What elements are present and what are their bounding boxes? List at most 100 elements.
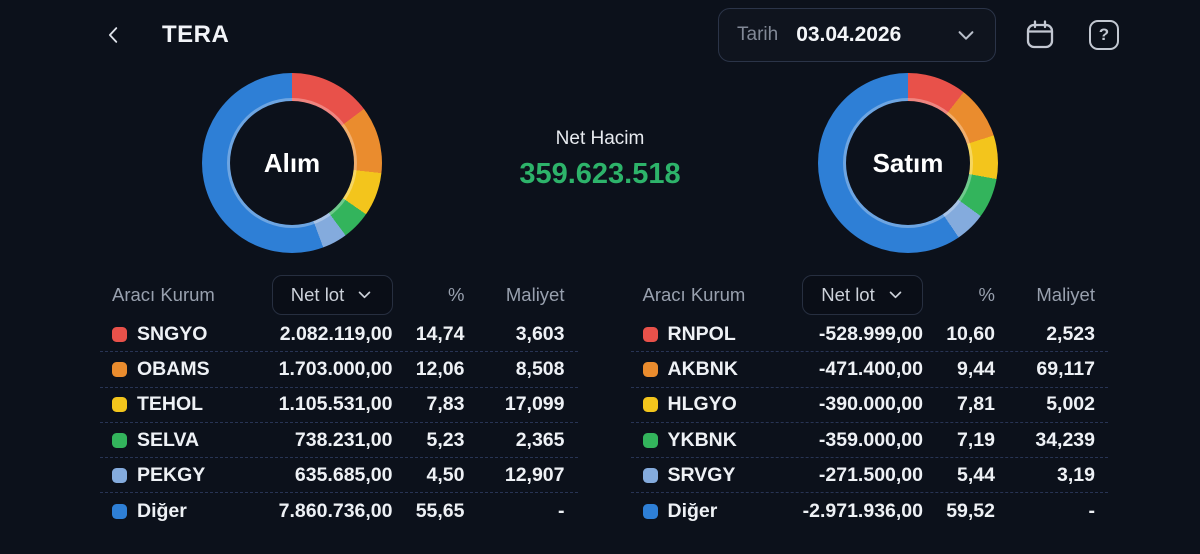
buy-table-header: Aracı Kurum Net lot % Maliyet <box>100 272 578 317</box>
top-bar: TERA Tarih 03.04.2026 ? <box>0 0 1200 70</box>
calendar-button[interactable] <box>1022 17 1058 53</box>
help-button[interactable]: ? <box>1086 17 1122 53</box>
buy-table: Aracı Kurum Net lot % Maliyet SNGYO 2.08… <box>100 272 578 529</box>
net-lot-value: -2.971.936,00 <box>802 499 923 522</box>
broker-column-header: Aracı Kurum <box>642 283 746 305</box>
net-lot-value: 1.703.000,00 <box>278 357 393 380</box>
buy-donut-hole: Alım <box>230 101 354 225</box>
cost-column-header: Maliyet <box>505 283 565 305</box>
series-color-swatch <box>112 397 127 413</box>
table-row[interactable]: SELVA 738.231,00 5,23 2,365 <box>100 423 578 459</box>
net-lot-value: 1.105.531,00 <box>278 393 393 416</box>
net-lot-value: 738.231,00 <box>294 428 393 451</box>
percent-value: 9,44 <box>957 357 995 380</box>
symbol-label: Diğer <box>137 499 187 522</box>
symbol-label: SNGYO <box>137 322 208 345</box>
cost-value: 69,117 <box>1036 357 1095 380</box>
net-lot-value: -359.000,00 <box>818 428 923 451</box>
buy-donut-ring: Alım <box>202 73 382 253</box>
table-row[interactable]: AKBNK -471.400,00 9,44 69,117 <box>630 352 1108 388</box>
percent-value: 5,23 <box>426 428 465 451</box>
sell-donut-chart: Satım <box>818 73 998 253</box>
percent-value: 7,81 <box>957 393 995 416</box>
table-row[interactable]: HLGYO -390.000,00 7,81 5,002 <box>630 388 1108 423</box>
percent-value: 5,44 <box>957 463 995 486</box>
net-lot-value: -471.400,00 <box>818 357 923 380</box>
net-volume-value: 359.623.518 <box>519 158 681 190</box>
buy-donut-chart: Alım <box>202 73 382 253</box>
table-row[interactable]: OBAMS 1.703.000,00 12,06 8,508 <box>100 352 578 388</box>
cost-value: 2,365 <box>515 428 565 451</box>
percent-value: 7,83 <box>426 393 465 416</box>
chevron-down-icon <box>358 291 371 299</box>
net-lot-sort-select[interactable]: Net lot <box>802 274 923 315</box>
broker-column-header: Aracı Kurum <box>112 283 215 305</box>
percent-value: 7,19 <box>957 428 995 451</box>
percent-value: 59,52 <box>946 499 995 522</box>
net-volume: Net Hacim 359.623.518 <box>519 128 680 191</box>
symbol-label: HLGYO <box>667 393 737 416</box>
sort-select-label: Net lot <box>821 283 875 305</box>
cost-value: - <box>1088 499 1096 522</box>
net-lot-sort-select[interactable]: Net lot <box>271 274 393 315</box>
table-row[interactable]: SNGYO 2.082.119,00 14,74 3,603 <box>100 317 578 353</box>
buy-donut-label: Alım <box>263 147 321 178</box>
cost-value: 12,907 <box>504 463 565 486</box>
series-color-swatch <box>642 397 658 413</box>
symbol-label: AKBNK <box>667 357 738 380</box>
series-color-swatch <box>112 503 127 519</box>
cost-value: 3,603 <box>515 322 565 345</box>
table-row[interactable]: RNPOL -528.999,00 10,60 2,523 <box>630 317 1108 353</box>
symbol-label: SRVGY <box>667 463 736 486</box>
symbol-label: YKBNK <box>667 428 737 451</box>
question-mark-icon: ? <box>1089 20 1119 50</box>
symbol-label: OBAMS <box>137 357 210 380</box>
chevron-down-icon <box>958 31 974 40</box>
percent-column-header: % <box>978 283 995 305</box>
cost-value: 5,002 <box>1046 393 1095 416</box>
back-button[interactable] <box>100 21 128 49</box>
series-color-swatch <box>642 326 658 342</box>
net-lot-value: -528.999,00 <box>818 322 923 345</box>
series-color-swatch <box>112 326 127 342</box>
symbol-label: TEHOL <box>137 393 204 416</box>
table-row[interactable]: TEHOL 1.105.531,00 7,83 17,099 <box>100 388 578 423</box>
sell-donut-hole: Satım <box>846 101 970 225</box>
cost-value: 3,19 <box>1057 463 1095 486</box>
table-row[interactable]: SRVGY -271.500,00 5,44 3,19 <box>630 458 1108 494</box>
table-row[interactable]: YKBNK -359.000,00 7,19 34,239 <box>630 423 1108 459</box>
cost-value: - <box>558 499 565 522</box>
tables-section: Aracı Kurum Net lot % Maliyet SNGYO 2.08… <box>0 260 1200 529</box>
symbol-label: Diğer <box>667 499 718 522</box>
table-row[interactable]: PEKGY 635.685,00 4,50 12,907 <box>100 458 578 494</box>
date-selector[interactable]: Tarih 03.04.2026 <box>718 8 996 62</box>
series-color-swatch <box>642 361 658 377</box>
date-value: 03.04.2026 <box>796 23 902 46</box>
series-color-swatch <box>112 432 127 448</box>
net-volume-label: Net Hacim <box>555 128 645 149</box>
chevron-down-icon <box>889 291 902 299</box>
series-color-swatch <box>112 467 127 483</box>
net-lot-value: -390.000,00 <box>818 393 923 416</box>
table-row[interactable]: Diğer -2.971.936,00 59,52 - <box>631 493 1109 528</box>
percent-value: 55,65 <box>415 499 465 522</box>
net-lot-value: 7.860.736,00 <box>278 499 393 522</box>
net-lot-value: -271.500,00 <box>818 463 923 486</box>
net-lot-value: 2.082.119,00 <box>279 322 393 345</box>
table-row[interactable]: Diğer 7.860.736,00 55,65 - <box>100 493 578 528</box>
net-lot-value: 635.685,00 <box>294 463 393 486</box>
series-color-swatch <box>642 432 658 448</box>
sell-table-header: Aracı Kurum Net lot % Maliyet <box>631 272 1109 317</box>
percent-value: 4,50 <box>426 463 465 486</box>
page-title: TERA <box>162 21 230 48</box>
sell-donut-ring: Satım <box>818 73 998 253</box>
symbol-label: PEKGY <box>137 463 206 486</box>
symbol-label: SELVA <box>137 428 200 451</box>
sell-table: Aracı Kurum Net lot % Maliyet RNPOL -528… <box>630 272 1109 529</box>
percent-column-header: % <box>448 283 465 305</box>
series-color-swatch <box>112 361 127 377</box>
series-color-swatch <box>642 467 658 483</box>
percent-value: 10,60 <box>946 322 995 345</box>
cost-value: 17,099 <box>504 393 565 416</box>
